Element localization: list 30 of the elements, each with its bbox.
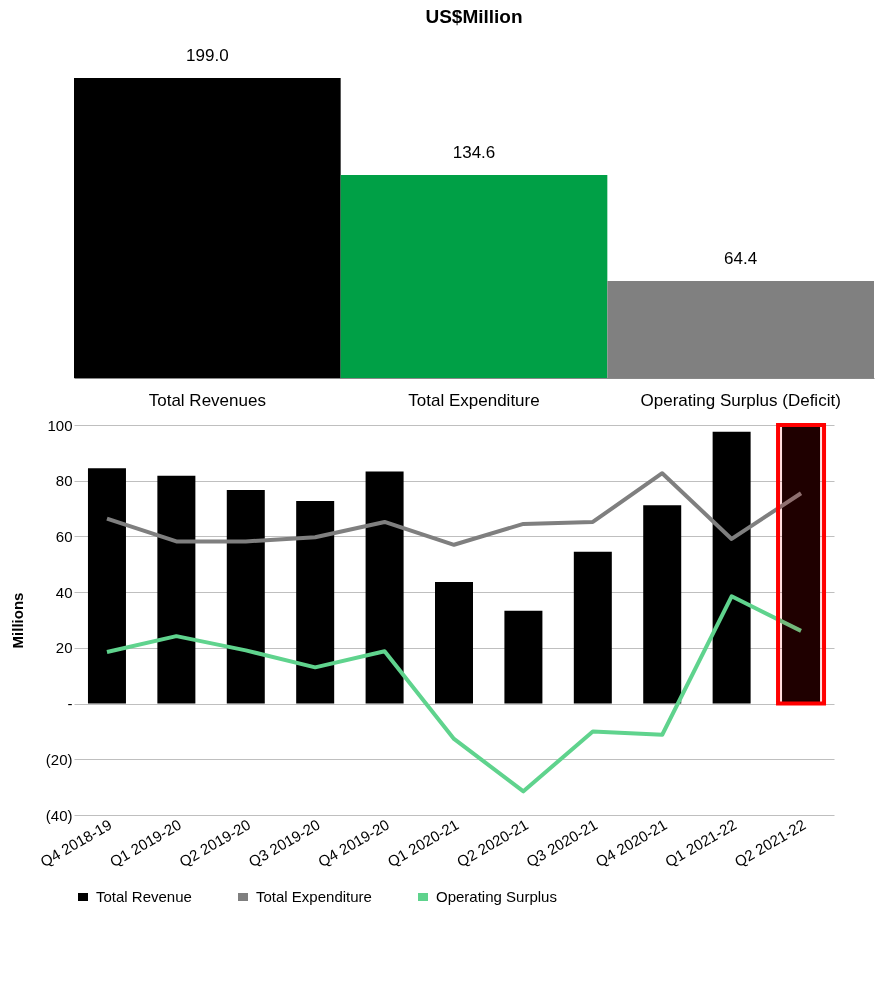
data-label: 134.6 bbox=[452, 143, 496, 163]
data-label: 64.4 bbox=[724, 248, 758, 268]
y-tick-label: (20) bbox=[45, 750, 73, 768]
y-tick-label: 40 bbox=[55, 583, 73, 601]
y-tick-label: 100 bbox=[47, 416, 73, 434]
bar bbox=[435, 582, 473, 704]
y-tick-label: 80 bbox=[55, 472, 73, 490]
bar bbox=[296, 501, 335, 704]
legend-label: Operating Surplus bbox=[436, 888, 557, 905]
bar bbox=[504, 610, 543, 704]
x-tick-label: Total Expenditure bbox=[408, 390, 540, 410]
legend-label: Total Expenditure bbox=[256, 888, 372, 905]
line-series bbox=[104, 594, 804, 794]
y-tick-label: 60 bbox=[55, 527, 73, 545]
bar bbox=[157, 475, 196, 704]
bar bbox=[365, 471, 404, 704]
bar bbox=[643, 505, 682, 704]
chart-title: US$Million bbox=[425, 6, 523, 27]
bar bbox=[712, 431, 751, 704]
bar bbox=[226, 489, 265, 704]
line-series bbox=[104, 471, 804, 547]
y-tick-label: - bbox=[67, 695, 73, 713]
legend-label: Total Revenue bbox=[96, 888, 192, 905]
bar bbox=[87, 468, 126, 704]
y-tick-label: 20 bbox=[55, 639, 73, 657]
bar bbox=[573, 551, 612, 704]
data-label: 199.0 bbox=[186, 46, 229, 65]
x-tick-label: Operating Surplus (Deficit) bbox=[640, 390, 841, 410]
y-axis-title: Millions bbox=[8, 592, 26, 649]
x-tick-label: Total Revenues bbox=[148, 390, 266, 410]
